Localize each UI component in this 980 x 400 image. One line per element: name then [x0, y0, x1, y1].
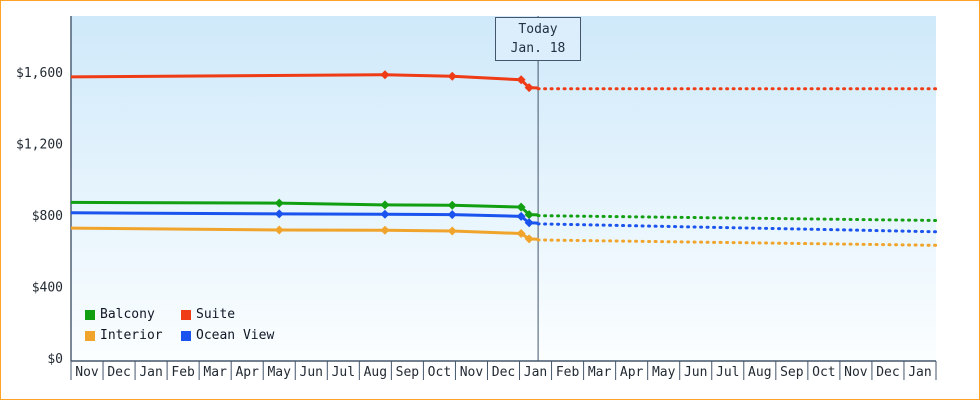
month-label: Dec [876, 365, 899, 380]
legend-label-ocean-view: Ocean View [196, 328, 275, 343]
legend-item-suite: Suite [181, 307, 274, 322]
y-axis-label: $0 [47, 352, 63, 367]
month-label: May [267, 365, 291, 380]
month-label: Jun [300, 365, 323, 380]
series-balcony-marker [380, 200, 390, 210]
series-balcony-marker [274, 198, 284, 208]
y-axis-label: $1,600 [16, 66, 63, 81]
legend-label-balcony: Balcony [100, 307, 155, 322]
today-label-box: Today Jan. 18 [495, 17, 581, 61]
legend-item-interior: Interior [85, 328, 181, 343]
month-label: Feb [171, 365, 195, 380]
series-ocean-view-forecast-line [536, 222, 938, 234]
series-balcony-marker [524, 210, 534, 220]
series-ocean-view-marker [447, 210, 457, 220]
month-label: Nov [460, 365, 484, 380]
series-suite-marker [524, 83, 534, 93]
series-interior-forecast-line [536, 238, 938, 247]
y-axis-label: $800 [32, 209, 63, 224]
today-label-line2: Jan. 18 [510, 41, 566, 56]
series-interior-marker [274, 225, 284, 235]
series-suite-marker [447, 71, 457, 81]
month-label: Oct [812, 365, 835, 380]
month-label: Aug [748, 365, 771, 380]
month-label: Mar [203, 365, 227, 380]
series-ocean-view-marker [274, 209, 284, 219]
today-label-line1: Today [518, 21, 558, 37]
y-axis-label: $400 [32, 281, 63, 296]
month-label: Jul [332, 365, 355, 380]
series-interior-marker [524, 234, 534, 244]
legend-label-suite: Suite [196, 307, 236, 322]
month-label: Jan [139, 365, 162, 380]
month-label: Dec [492, 365, 515, 380]
plot-background [71, 16, 936, 361]
month-label: Mar [588, 365, 612, 380]
series-suite-marker [380, 70, 390, 80]
month-label: Apr [620, 365, 644, 380]
series-ocean-view-marker [516, 211, 526, 221]
month-label: Sep [396, 365, 420, 380]
legend-item-ocean-view: Ocean View [181, 328, 274, 343]
month-label: Oct [428, 365, 451, 380]
y-axis-label: $1,200 [16, 138, 63, 153]
balcony-legend-swatch-icon [85, 309, 95, 320]
month-label: Aug [364, 365, 387, 380]
month-label: Jul [716, 365, 739, 380]
legend-item-balcony: Balcony [85, 307, 181, 322]
month-label: May [652, 365, 676, 380]
series-balcony-marker [516, 202, 526, 212]
series-balcony-forecast-line [536, 214, 938, 222]
month-label: Feb [556, 365, 580, 380]
month-label: Jan [524, 365, 547, 380]
series-suite-marker [516, 75, 526, 85]
month-label: Nov [75, 365, 99, 380]
legend-label-interior: Interior [100, 328, 163, 343]
month-label: Jun [684, 365, 707, 380]
month-label: Sep [780, 365, 804, 380]
series-interior-marker [516, 229, 526, 239]
month-label: Nov [844, 365, 868, 380]
ocean-view-legend-swatch-icon [181, 330, 191, 341]
chart-legend: Balcony Suite Interior Ocean View [85, 307, 274, 343]
suite-legend-swatch-icon [181, 309, 191, 320]
month-label: Dec [107, 365, 130, 380]
series-interior-marker [447, 226, 457, 236]
series-balcony-marker [447, 200, 457, 210]
month-label: Apr [235, 365, 259, 380]
series-interior-marker [380, 225, 390, 235]
series-ocean-view-marker [380, 209, 390, 219]
interior-legend-swatch-icon [85, 330, 95, 341]
series-ocean-view-marker [524, 218, 534, 228]
month-label: Jan [908, 365, 931, 380]
